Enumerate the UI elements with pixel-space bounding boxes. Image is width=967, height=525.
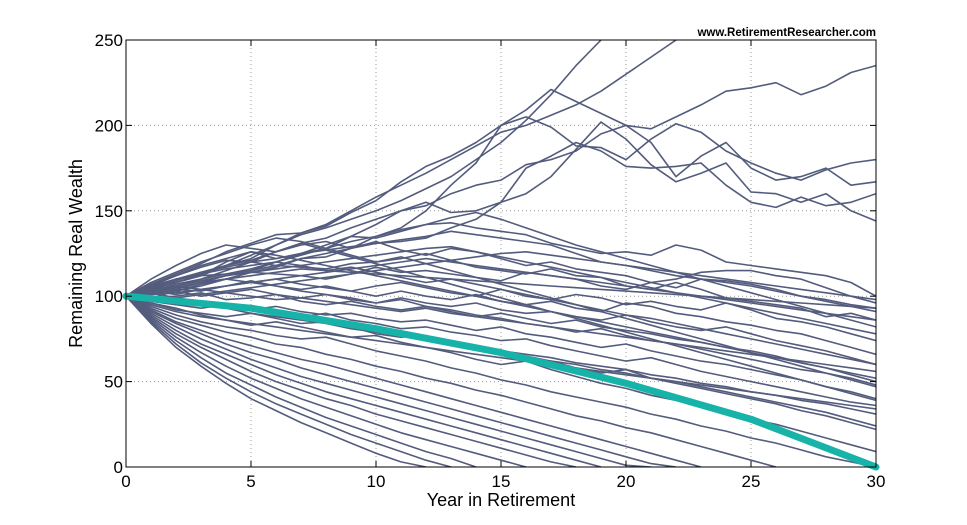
wealth-path-line — [126, 291, 876, 383]
wealth-path-line — [126, 295, 876, 467]
x-tick-labels: 0 5 10 15 20 25 30 — [121, 472, 885, 491]
x-tick-label: 20 — [617, 472, 636, 491]
y-tick-label: 0 — [114, 458, 123, 477]
x-tick-label: 10 — [367, 472, 386, 491]
wealth-path-line — [126, 295, 527, 467]
expected-wealth-path — [122, 292, 880, 471]
y-axis-label: Remaining Real Wealth — [66, 159, 86, 348]
wealth-path-line — [126, 295, 477, 467]
y-tick-label: 250 — [95, 31, 123, 50]
wealth-path-line — [126, 295, 427, 467]
y-tick-label: 200 — [95, 116, 123, 135]
y-tick-label: 50 — [104, 373, 123, 392]
watermark-text: www.RetirementResearcher.com — [696, 27, 876, 39]
wealth-path-line — [126, 288, 876, 366]
wealth-path-line — [126, 251, 876, 379]
y-tick-label: 150 — [95, 202, 123, 221]
wealth-path-line — [126, 245, 876, 335]
axis-ticks — [125, 39, 877, 468]
simulated-wealth-paths — [126, 40, 876, 467]
x-tick-label: 5 — [246, 472, 255, 491]
wealth-path-line — [126, 116, 876, 297]
wealth-path-line — [126, 251, 876, 303]
wealth-path-line — [126, 230, 876, 313]
x-axis-label: Year in Retirement — [427, 490, 575, 510]
wealth-path-line — [126, 295, 777, 467]
wealth-path-line — [126, 295, 876, 400]
x-tick-label: 30 — [867, 472, 886, 491]
wealth-path-line — [126, 295, 452, 467]
wealth-path-line — [126, 295, 577, 467]
wealth-path-line — [126, 285, 876, 373]
expected-path-line — [122, 292, 880, 471]
wealth-path-line — [126, 268, 876, 309]
wealth-path-line — [126, 295, 652, 467]
wealth-path-line — [126, 295, 677, 467]
wealth-path-line — [126, 211, 876, 328]
y-tick-label: 100 — [95, 287, 123, 306]
wealth-path-line — [126, 40, 602, 297]
wealth-path-line — [126, 40, 677, 297]
wealth-path-line — [126, 242, 876, 402]
x-tick-label: 0 — [121, 472, 130, 491]
wealth-path-line — [126, 252, 876, 321]
wealth-path-line — [126, 295, 602, 467]
wealth-path-line — [126, 257, 876, 321]
x-tick-label: 25 — [742, 472, 761, 491]
y-tick-labels: 0 50 100 150 200 250 — [95, 31, 123, 477]
wealth-path-line — [126, 261, 876, 366]
wealth-path-line — [126, 295, 702, 467]
x-tick-label: 15 — [492, 472, 511, 491]
